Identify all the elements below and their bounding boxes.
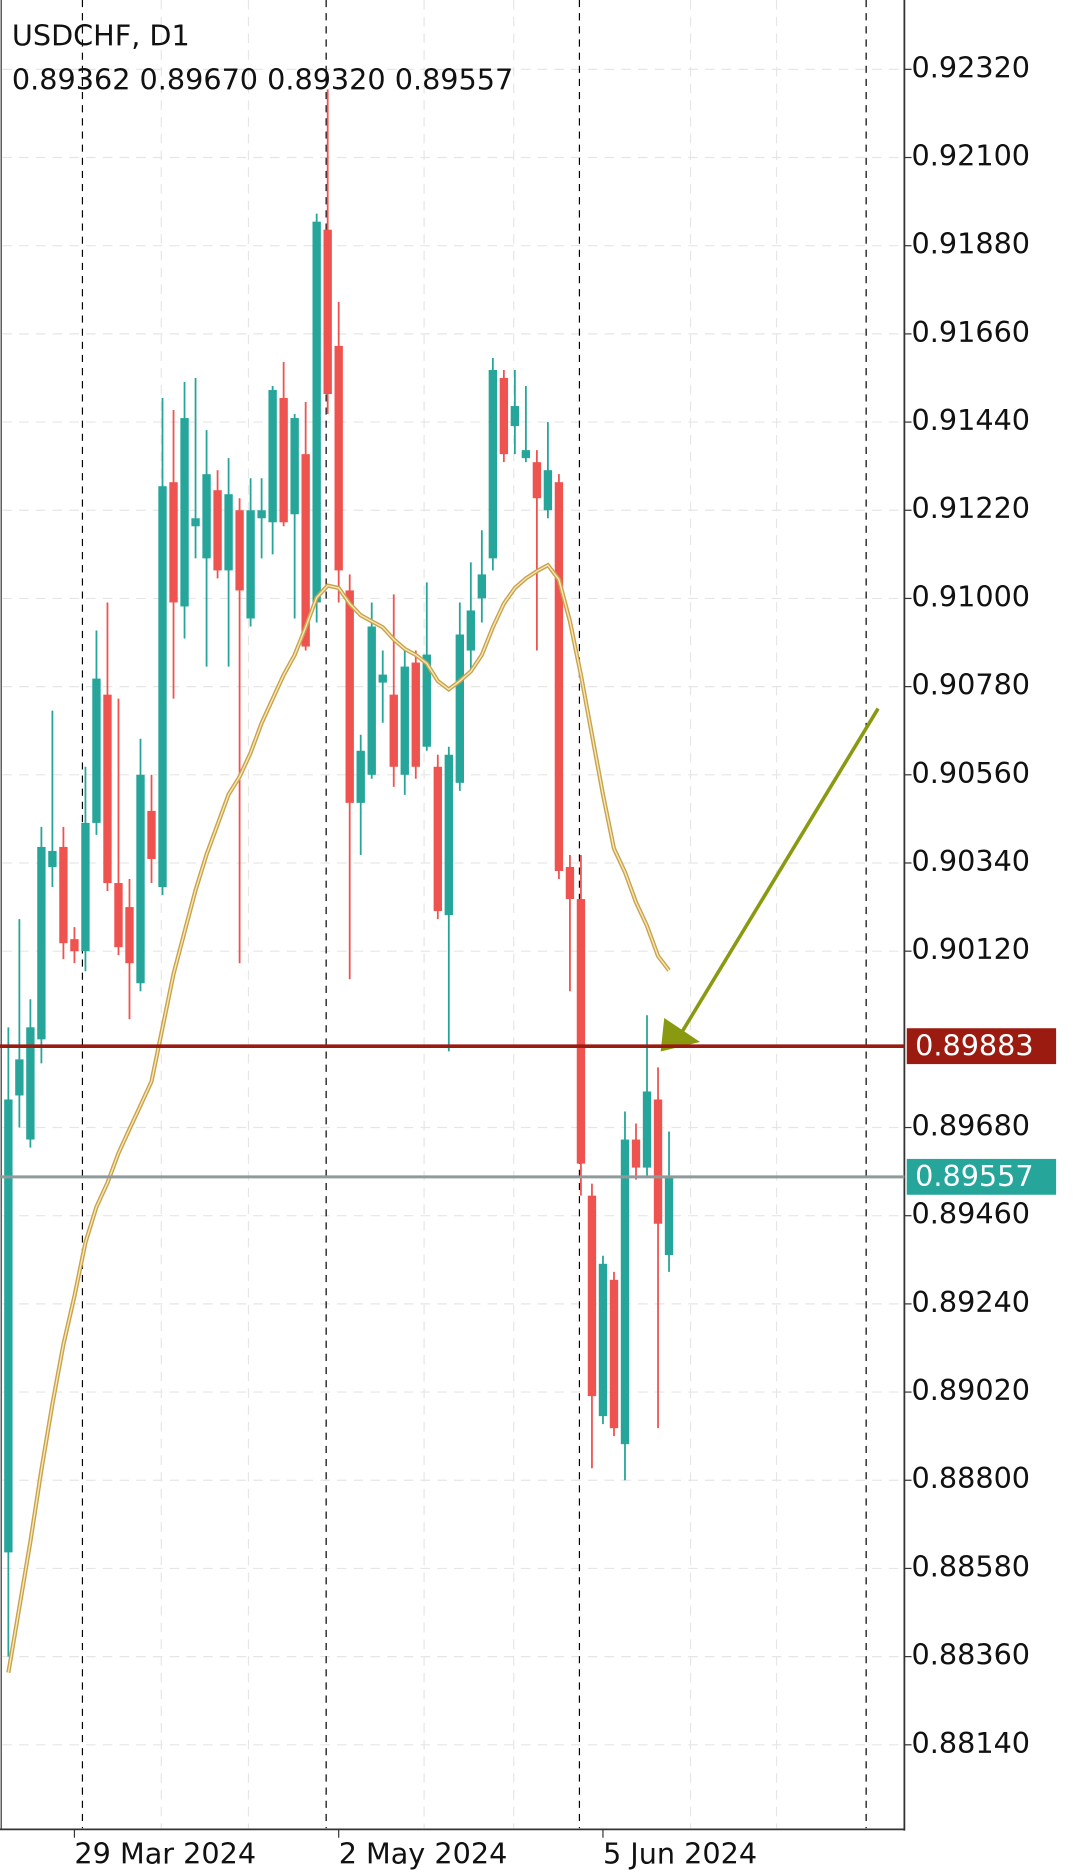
candle-body xyxy=(642,1091,652,1168)
y-tick-label: 0.91440 xyxy=(912,403,1031,437)
candle-body xyxy=(631,1139,641,1168)
y-tick-label: 0.88580 xyxy=(912,1549,1031,1583)
candle-body xyxy=(367,626,376,775)
y-tick-label: 0.90780 xyxy=(912,668,1031,702)
candle-body xyxy=(543,470,553,511)
y-tick-label: 0.91660 xyxy=(912,315,1031,349)
candle-body xyxy=(345,590,354,803)
grid xyxy=(2,0,905,1829)
candle-body xyxy=(312,221,321,603)
candle-body xyxy=(191,518,200,527)
y-tick-label: 0.91000 xyxy=(912,579,1031,613)
x-tick-label: 5 Jun 2024 xyxy=(603,1837,757,1870)
candle-body xyxy=(609,1279,619,1429)
candle-body xyxy=(433,766,442,912)
y-tick-label: 0.88140 xyxy=(912,1726,1031,1760)
candle-body xyxy=(477,574,487,599)
candle-body xyxy=(499,377,509,455)
candle-body xyxy=(620,1139,630,1445)
candle-body xyxy=(70,939,79,952)
candle-body xyxy=(114,883,123,948)
candle-body xyxy=(158,486,167,888)
candle-body xyxy=(224,494,233,571)
candle-body xyxy=(400,666,409,775)
annotation-arrow-head xyxy=(660,1018,701,1052)
y-tick-label: 0.91220 xyxy=(912,491,1031,525)
candle-body xyxy=(4,1099,13,1553)
candle-body xyxy=(323,229,332,395)
candle-body xyxy=(334,345,343,571)
moving-average-inner xyxy=(7,564,670,1673)
candle-body xyxy=(169,482,178,603)
candle-body xyxy=(81,822,90,952)
candle-body xyxy=(598,1263,608,1417)
candle-body xyxy=(554,482,564,872)
candle-body xyxy=(26,1027,35,1140)
candle-body xyxy=(136,774,145,984)
symbol: USDCHF, D1 xyxy=(12,18,190,52)
x-tick-label: 29 Mar 2024 xyxy=(74,1837,256,1870)
candle-body xyxy=(444,754,453,916)
price-label: 0.89883 xyxy=(915,1028,1034,1062)
candle-body xyxy=(389,694,398,767)
candle-body xyxy=(147,810,156,859)
y-tick-label: 0.88360 xyxy=(912,1638,1031,1672)
candle-body xyxy=(510,406,520,427)
candle-body xyxy=(92,678,101,823)
candle-body xyxy=(290,418,299,515)
price-label: 0.89557 xyxy=(915,1159,1034,1193)
candle-body xyxy=(664,1176,674,1255)
candle-body xyxy=(301,454,310,647)
candle-body xyxy=(466,610,476,651)
y-tick-label: 0.91880 xyxy=(912,227,1031,261)
candle-body xyxy=(59,846,68,944)
annotation-arrow xyxy=(679,707,880,1035)
candle-body xyxy=(587,1195,597,1397)
candle-body xyxy=(378,674,387,683)
candle-body xyxy=(213,490,222,571)
candle-body xyxy=(411,662,420,767)
candle-body xyxy=(37,846,46,1040)
candle-body xyxy=(268,390,277,523)
plot xyxy=(4,89,674,1673)
candle-body xyxy=(488,369,498,559)
candle-body xyxy=(257,510,266,519)
candle-body xyxy=(202,474,211,559)
candle-body xyxy=(125,907,134,964)
candle-body xyxy=(653,1099,663,1224)
y-tick-label: 0.88800 xyxy=(912,1461,1031,1495)
x-tick-label: 2 May 2024 xyxy=(339,1837,508,1870)
candle-body xyxy=(48,850,57,867)
y-tick-label: 0.89240 xyxy=(912,1285,1031,1319)
candle-body xyxy=(565,866,575,900)
candle-body xyxy=(576,899,586,1164)
y-tick-label: 0.90120 xyxy=(912,932,1031,966)
candle-body xyxy=(235,510,244,591)
y-tick-label: 0.89460 xyxy=(912,1197,1031,1231)
y-tick-label: 0.92320 xyxy=(912,50,1031,84)
price-label-box xyxy=(906,1028,1057,1065)
y-tick-label: 0.90560 xyxy=(912,756,1031,790)
y-tick-label: 0.90340 xyxy=(912,844,1031,878)
candle-body xyxy=(180,418,189,607)
y-tick-label: 0.89020 xyxy=(912,1373,1031,1407)
candle-body xyxy=(103,694,112,884)
candle-body xyxy=(279,398,288,523)
candle-body xyxy=(532,462,542,499)
candle-body xyxy=(521,450,531,459)
quote: 0.89362 0.89670 0.89320 0.89557 xyxy=(12,63,513,97)
candle-body xyxy=(455,634,464,783)
y-tick-label: 0.92100 xyxy=(912,139,1031,173)
candle-body xyxy=(246,510,255,619)
candle-body xyxy=(15,1059,24,1096)
y-tick-label: 0.89680 xyxy=(912,1109,1031,1143)
candle-body xyxy=(356,750,365,803)
candle-body xyxy=(422,654,431,747)
price-label-box xyxy=(906,1158,1057,1195)
